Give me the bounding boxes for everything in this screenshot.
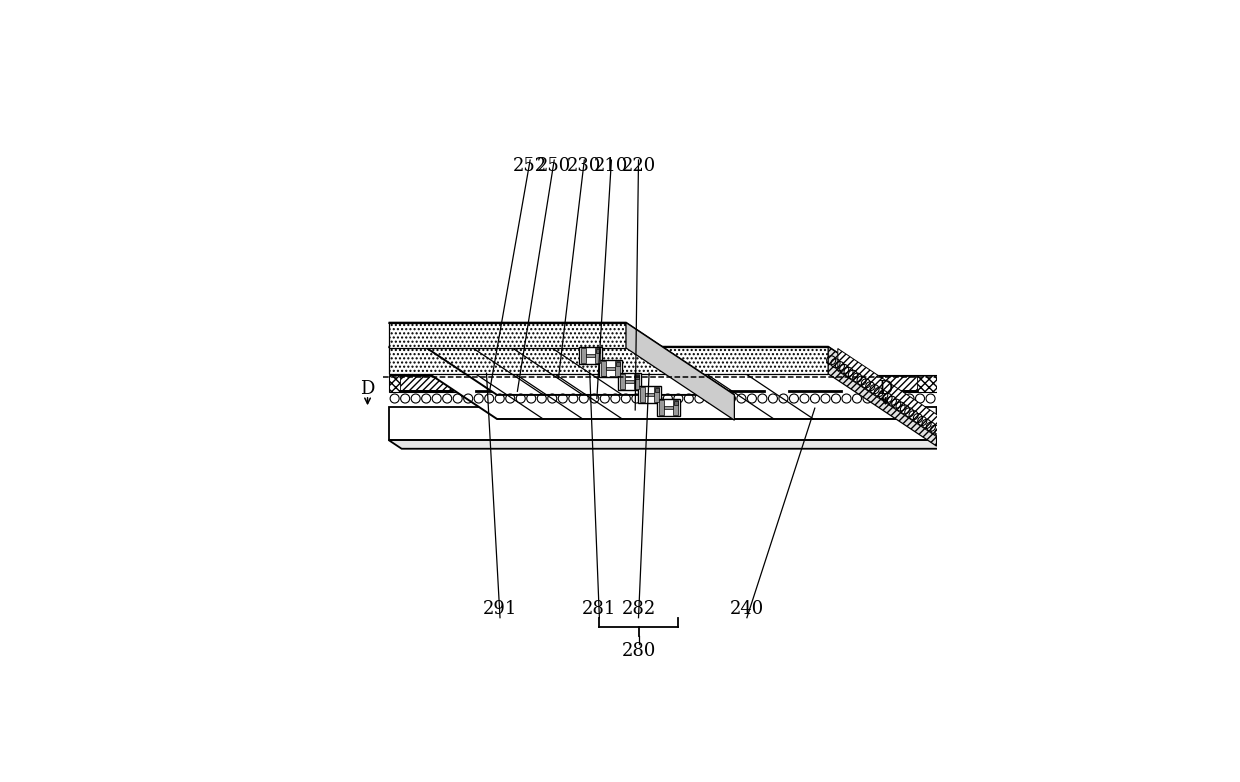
Polygon shape [640,387,645,402]
Polygon shape [388,323,543,395]
Polygon shape [596,349,600,353]
Polygon shape [388,346,543,419]
Polygon shape [475,346,622,419]
Polygon shape [673,400,678,414]
Polygon shape [513,346,734,419]
Polygon shape [645,393,653,396]
Polygon shape [595,348,600,363]
Text: 282: 282 [621,600,656,618]
Polygon shape [655,388,658,392]
Polygon shape [675,401,678,405]
Text: 230: 230 [567,157,601,175]
Polygon shape [599,360,621,377]
Text: 220: 220 [621,157,656,175]
Polygon shape [626,323,734,420]
Text: 291: 291 [482,600,517,618]
Text: 280: 280 [621,642,656,660]
Polygon shape [625,380,634,383]
Polygon shape [635,375,640,379]
Polygon shape [626,346,774,419]
Polygon shape [838,349,946,443]
Polygon shape [388,346,828,374]
Polygon shape [706,346,936,419]
Polygon shape [712,375,764,390]
Text: 252: 252 [513,157,547,175]
Text: D: D [878,380,893,398]
Polygon shape [789,375,841,390]
Polygon shape [637,386,661,403]
Polygon shape [435,323,583,395]
Polygon shape [399,375,451,390]
Polygon shape [665,406,673,409]
Polygon shape [620,375,625,389]
Polygon shape [658,400,665,414]
Polygon shape [579,347,603,364]
Polygon shape [657,399,680,416]
Polygon shape [388,440,950,449]
Polygon shape [513,323,734,395]
Polygon shape [388,323,626,348]
Polygon shape [666,346,813,419]
Polygon shape [828,346,936,446]
Polygon shape [388,407,936,440]
Polygon shape [936,407,950,449]
Polygon shape [388,375,936,392]
Text: 240: 240 [730,600,764,618]
Polygon shape [866,375,918,390]
Polygon shape [605,367,615,370]
Text: 281: 281 [583,600,616,618]
Polygon shape [600,361,605,375]
Polygon shape [435,346,583,419]
Polygon shape [641,375,693,390]
Polygon shape [587,354,595,357]
Text: 250: 250 [537,157,572,175]
Polygon shape [619,373,641,390]
Polygon shape [475,323,622,395]
Polygon shape [582,348,587,363]
Polygon shape [615,361,620,375]
Polygon shape [616,362,620,366]
Text: D: D [361,380,374,398]
Polygon shape [634,375,640,389]
Polygon shape [476,375,528,390]
Polygon shape [653,387,658,402]
Text: 210: 210 [594,157,629,175]
Polygon shape [558,375,610,390]
